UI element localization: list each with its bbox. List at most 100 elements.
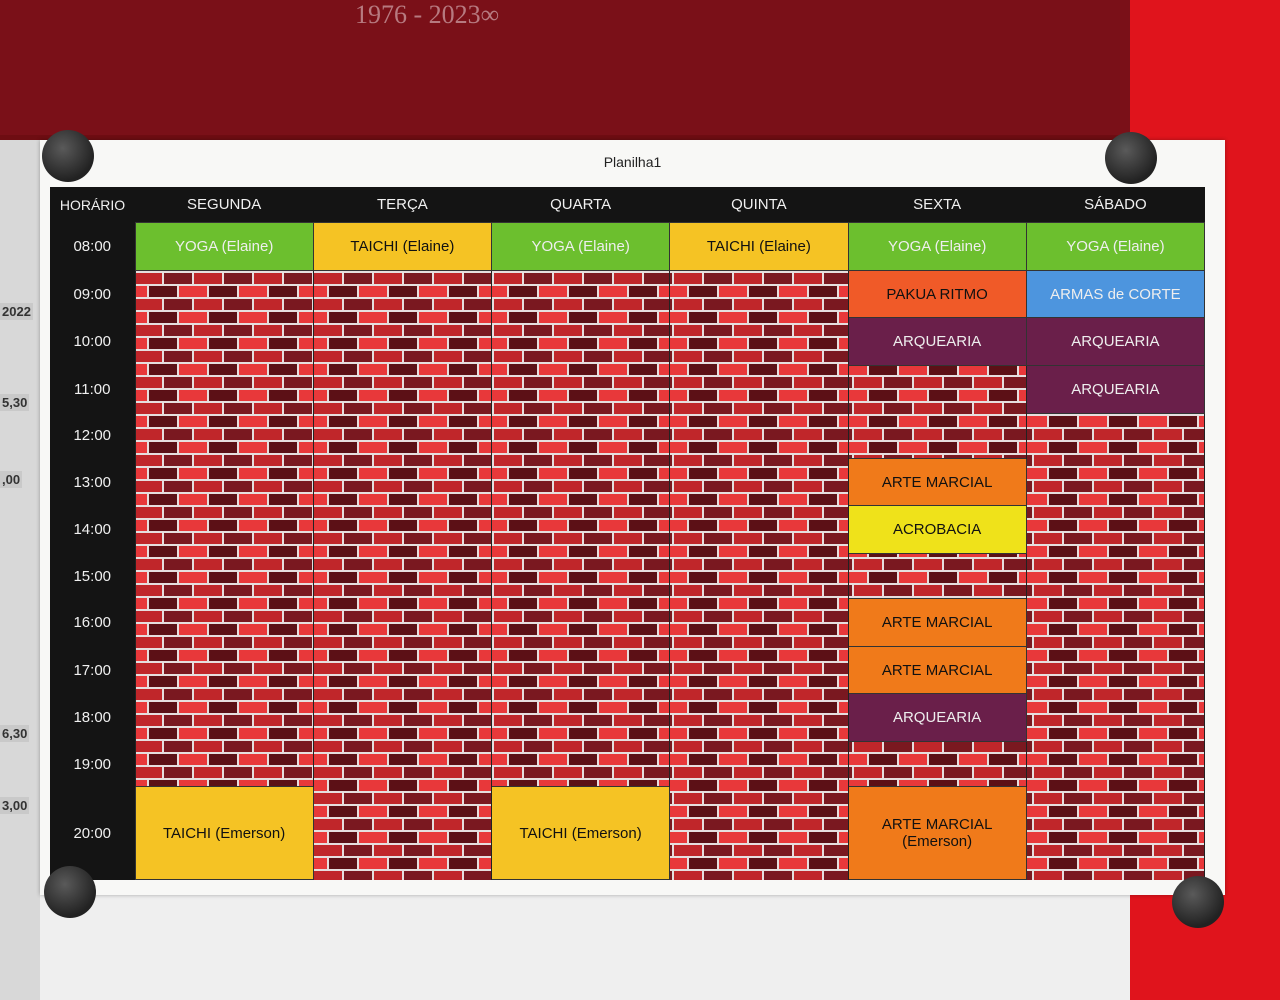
empty-cell <box>1025 786 1206 880</box>
empty-cell <box>134 413 314 459</box>
empty-cell <box>134 598 314 647</box>
poster-years: 1976 - 2023∞ <box>355 0 500 29</box>
empty-cell <box>847 553 1027 599</box>
empty-cell <box>312 693 493 742</box>
empty-cell <box>134 693 314 742</box>
column-header: QUARTA <box>491 187 670 223</box>
side-fragment: 5,30 <box>0 394 30 411</box>
activity-cell: ARQUEARIA <box>847 693 1027 743</box>
column-header: HORÁRIO <box>50 187 135 223</box>
time-label: 09:00 <box>50 270 135 318</box>
empty-cell <box>1025 505 1206 554</box>
empty-cell <box>669 270 849 318</box>
magnet <box>44 866 96 918</box>
schedule-row: 12:00 <box>50 413 1206 459</box>
schedule-row: 14:00 ACROBACIA <box>50 505 1206 555</box>
time-label: 13:00 <box>50 458 135 506</box>
column-header: SÁBADO <box>1026 187 1205 223</box>
empty-cell <box>1025 458 1206 506</box>
activity-cell: ARQUEARIA <box>1025 365 1206 414</box>
empty-cell <box>669 646 849 694</box>
empty-cell <box>312 365 493 414</box>
time-label: 17:00 <box>50 646 135 694</box>
header-row: HORÁRIO SEGUNDA TERÇA QUARTA QUINTA SEXTA SÁBA… <box>50 187 1205 223</box>
empty-cell <box>669 693 849 742</box>
empty-cell <box>1025 553 1206 599</box>
time-label: 10:00 <box>50 317 135 366</box>
activity-cell: YOGA (Elaine) <box>1025 222 1206 271</box>
bottom-sheet <box>40 895 1130 1000</box>
side-fragment: ,00 <box>0 471 23 488</box>
empty-cell <box>134 505 314 554</box>
empty-cell <box>669 317 849 366</box>
magnet <box>1105 132 1157 184</box>
empty-cell <box>669 741 849 787</box>
empty-cell <box>312 646 493 694</box>
schedule-row: 13:00 ARTE MARCIAL <box>50 457 1206 507</box>
empty-cell <box>1025 646 1206 694</box>
empty-cell <box>490 646 671 694</box>
empty-cell <box>490 270 671 318</box>
empty-cell <box>669 786 849 880</box>
time-label: 20:00 <box>50 786 135 880</box>
empty-cell <box>134 317 314 366</box>
time-label: 12:00 <box>50 413 135 459</box>
empty-cell <box>490 553 671 599</box>
side-fragment: 2022 <box>0 303 33 320</box>
empty-cell <box>669 365 849 414</box>
empty-cell <box>490 458 671 506</box>
time-label: 18:00 <box>50 693 135 742</box>
left-sheet <box>0 140 40 1000</box>
empty-cell <box>1025 413 1206 459</box>
activity-cell: ARTE MARCIAL <box>847 457 1027 507</box>
empty-cell <box>669 598 849 647</box>
empty-cell <box>847 413 1027 459</box>
empty-cell <box>669 505 849 554</box>
activity-cell: TAICHI (Emerson) <box>490 786 671 880</box>
activity-cell: ARQUEARIA <box>847 317 1027 367</box>
empty-cell <box>847 365 1027 414</box>
schedule-row: 18:00 ARQUEARIA <box>50 693 1206 743</box>
empty-cell <box>134 646 314 694</box>
empty-cell <box>312 553 493 599</box>
activity-cell: ARTE MARCIAL (Emerson) <box>847 786 1027 880</box>
activity-cell: ARTE MARCIAL <box>847 598 1027 647</box>
time-label: 11:00 <box>50 365 135 414</box>
empty-cell <box>490 741 671 787</box>
time-label: 14:00 <box>50 505 135 554</box>
empty-cell <box>134 553 314 599</box>
empty-cell <box>312 505 493 554</box>
activity-cell: YOGA (Elaine) <box>134 222 314 271</box>
schedule-row: 11:00 ARQUEARIA <box>50 365 1206 414</box>
empty-cell <box>312 317 493 366</box>
sheet-title: Planilha1 <box>603 154 662 170</box>
empty-cell <box>312 786 493 880</box>
magnet <box>42 130 94 182</box>
activity-cell: TAICHI (Emerson) <box>134 786 314 880</box>
activity-cell: ACROBACIA <box>847 505 1027 555</box>
time-label: 16:00 <box>50 598 135 647</box>
activity-cell: YOGA (Elaine) <box>847 222 1027 271</box>
activity-cell: ARTE MARCIAL <box>847 645 1027 695</box>
empty-cell <box>847 741 1027 787</box>
column-header: SEGUNDA <box>135 187 314 223</box>
schedule-sheet: Planilha1 HORÁRIO SEGUNDA TERÇA QUARTA QUINT… <box>40 140 1225 895</box>
schedule-row: 20:00 TAICHI (Emerson) TAICHI (Emerson) ART… <box>50 786 1206 880</box>
empty-cell <box>1025 741 1206 787</box>
empty-cell <box>312 598 493 647</box>
activity-cell: ARMAS de CORTE <box>1025 269 1206 319</box>
schedule-row: 08:00 YOGA (Elaine) TAICHI (Elaine) YOGA (E… <box>50 222 1206 271</box>
side-fragment: 6,30 <box>0 725 30 742</box>
empty-cell <box>134 270 314 318</box>
column-header: TERÇA <box>313 187 492 223</box>
empty-cell <box>312 741 493 787</box>
activity-cell: TAICHI (Elaine) <box>312 222 493 271</box>
empty-cell <box>490 598 671 647</box>
schedule-row: 19:00 <box>50 741 1206 787</box>
empty-cell <box>490 693 671 742</box>
background-poster <box>0 0 1130 135</box>
time-label: 19:00 <box>50 741 135 787</box>
column-header: QUINTA <box>669 187 848 223</box>
empty-cell <box>1025 598 1206 647</box>
schedule-row: 09:00 PAKUA RITMO ARMAS de CORTE <box>50 269 1206 319</box>
